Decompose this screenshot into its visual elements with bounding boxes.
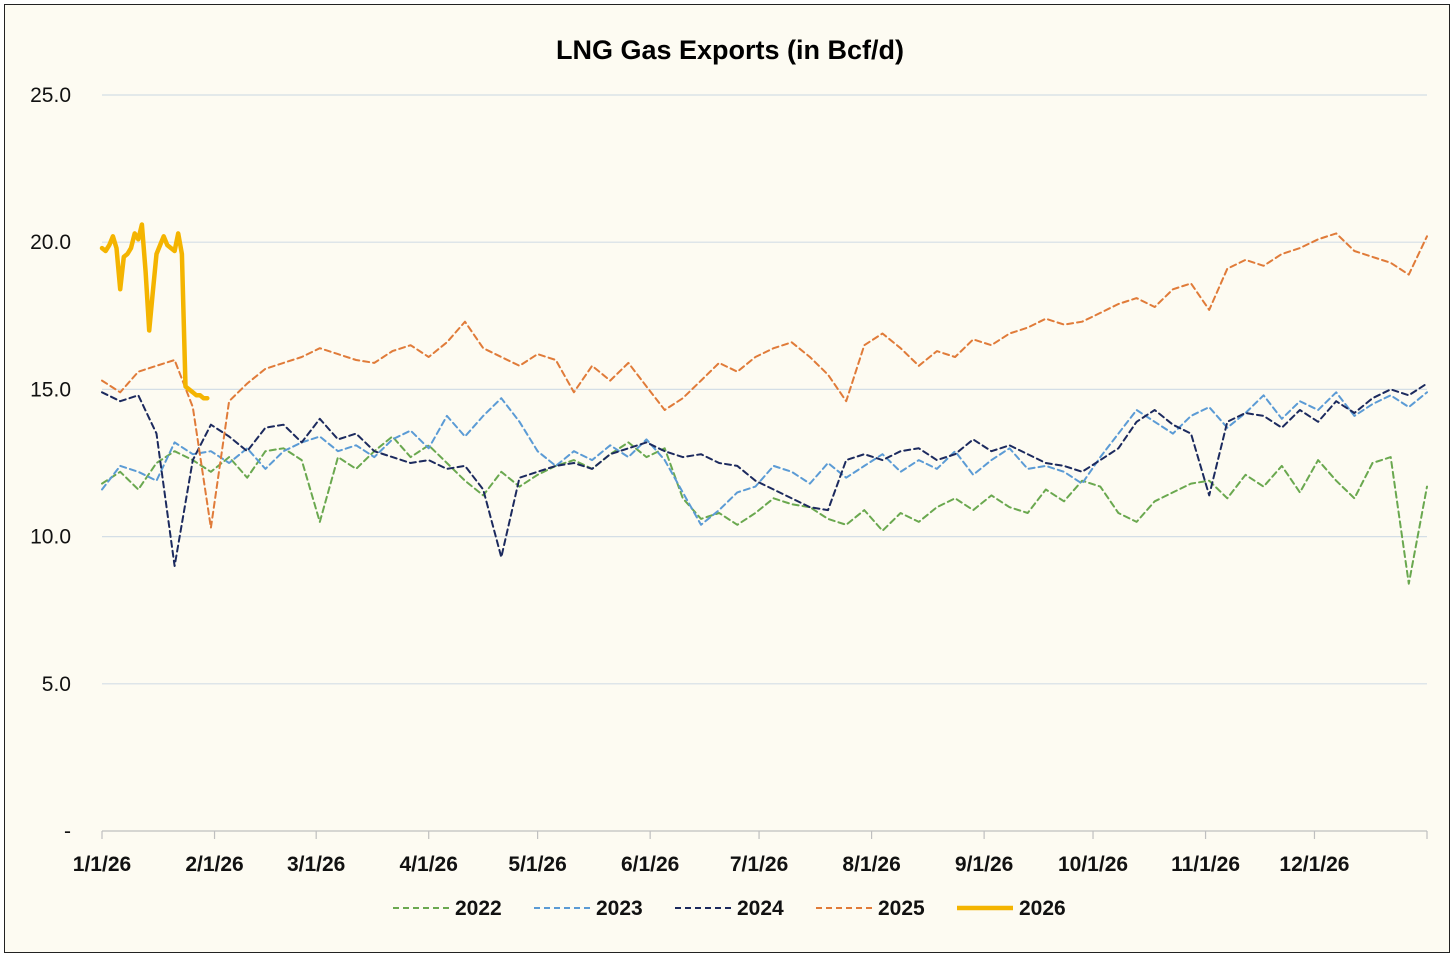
y-axis-ticks: - 5.0 10.0 15.0 20.0 25.0 (30, 84, 71, 843)
legend: 2022 2023 2024 2025 2026 (393, 897, 1066, 920)
x-tick-label: 11/1/26 (1171, 853, 1240, 876)
line-chart: LNG Gas Exports (in Bcf/d) - 5.0 10.0 15.0 2… (30, 35, 1428, 920)
y-tick-label: 20.0 (30, 231, 71, 254)
series-line-2023 (101, 391, 1428, 526)
y-tick-label: 5.0 (42, 673, 71, 696)
y-tick-label: 10.0 (30, 526, 71, 549)
x-axis: 1/1/26 2/1/26 3/1/26 4/1/26 5/1/26 6/1/26 7/1/… (73, 830, 1428, 876)
series-line-2022 (101, 435, 1428, 585)
x-tick-label: 12/1/26 (1279, 853, 1349, 876)
chart-title: LNG Gas Exports (in Bcf/d) (556, 35, 904, 65)
x-tick-label: 9/1/26 (955, 853, 1013, 876)
x-tick-label: 3/1/26 (287, 853, 345, 876)
series-line-2026 (99, 222, 210, 401)
series-lines (99, 222, 1428, 585)
y-tick-label: - (64, 820, 71, 843)
legend-label-2023: 2023 (596, 897, 643, 920)
y-tick-label: 25.0 (30, 84, 71, 107)
x-tick-label: 7/1/26 (730, 853, 788, 876)
series-line-2025 (101, 232, 1428, 529)
x-tick-label: 8/1/26 (842, 853, 900, 876)
y-tick-label: 15.0 (30, 378, 71, 401)
x-tick-label: 4/1/26 (400, 853, 458, 876)
legend-label-2024: 2024 (737, 897, 784, 920)
legend-label-2026: 2026 (1019, 897, 1066, 920)
x-tick-label: 10/1/26 (1058, 853, 1128, 876)
x-tick-label: 1/1/26 (73, 853, 131, 876)
chart-frame: LNG Gas Exports (in Bcf/d) - 5.0 10.0 15.0 2… (4, 4, 1450, 953)
x-tick-label: 6/1/26 (621, 853, 679, 876)
x-tick-label: 5/1/26 (508, 853, 566, 876)
x-tick-label: 2/1/26 (185, 853, 243, 876)
series-line-2024 (101, 382, 1428, 567)
legend-label-2025: 2025 (878, 897, 925, 920)
gridlines (102, 94, 1427, 685)
legend-label-2022: 2022 (455, 897, 502, 920)
